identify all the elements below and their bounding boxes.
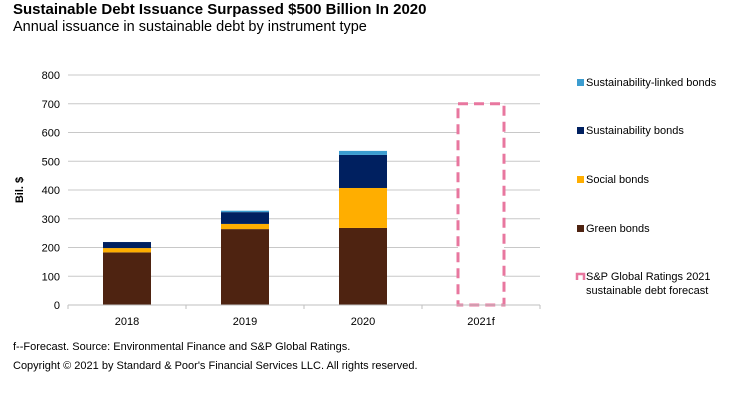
x-tick-label: 2018 (115, 316, 139, 328)
bars (103, 102, 506, 307)
y-tick-label: 800 (42, 70, 60, 82)
bar-segment-green-bonds (103, 252, 151, 305)
copyright-note: Copyright © 2021 by Standard & Poor's Fi… (13, 360, 418, 372)
legend-label: S&P Global Ratings 2021 (586, 271, 711, 283)
y-tick-label: 100 (42, 271, 60, 283)
axes: 0 100 200 300 400 500 600 700 800 2018 2019 2020 202… (14, 70, 541, 328)
y-tick-label: 0 (54, 300, 60, 312)
bar-segment-sustainability-bonds (221, 212, 269, 224)
chart-title: Sustainable Debt Issuance Surpassed $500… (13, 1, 427, 18)
bar-segment-social-bonds (103, 248, 151, 253)
bar-segment-social-bonds (221, 223, 269, 230)
y-axis-label: Bil. $ (14, 177, 26, 203)
bar-segment-social-bonds (339, 187, 387, 228)
y-tick-label: 600 (42, 128, 60, 140)
bar-segment-sustainability-bonds (103, 242, 151, 249)
y-tick-label: 400 (42, 185, 60, 197)
legend-label: Green bonds (586, 223, 650, 235)
forecast-bar (456, 102, 506, 307)
legend-label: Sustainability bonds (586, 125, 684, 137)
legend: Sustainability-linked bonds Sustainabilit… (575, 77, 717, 297)
source-note: f--Forecast. Source: Environmental Finan… (13, 341, 351, 353)
x-tick-label: 2020 (351, 316, 375, 328)
x-tick-label: 2021f (467, 316, 495, 328)
legend-swatch (577, 225, 584, 232)
bar-segment-green-bonds (339, 227, 387, 305)
legend-label: sustainable debt forecast (586, 285, 708, 297)
legend-swatch (577, 127, 584, 134)
legend-label: Sustainability-linked bonds (586, 77, 717, 89)
y-tick-label: 500 (42, 156, 60, 168)
legend-label: Social bonds (586, 174, 649, 186)
legend-swatch (577, 79, 584, 86)
chart-subtitle: Annual issuance in sustainable debt by i… (13, 19, 367, 35)
x-tick-label: 2019 (233, 316, 257, 328)
bar-segment-sustainability-linked-bonds (339, 150, 387, 155)
legend-swatch (577, 176, 584, 183)
y-tick-label: 200 (42, 243, 60, 255)
bar-segment-sustainability-linked-bonds (221, 210, 269, 213)
y-tick-label: 700 (42, 99, 60, 111)
legend-swatch-dashed (575, 272, 586, 280)
bar-segment-green-bonds (221, 229, 269, 305)
bar-segment-sustainability-bonds (339, 154, 387, 188)
y-tick-label: 300 (42, 214, 60, 226)
